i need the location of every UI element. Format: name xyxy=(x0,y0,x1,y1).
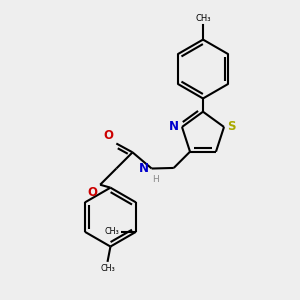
Text: H: H xyxy=(152,175,158,184)
Text: N: N xyxy=(139,162,149,175)
Text: O: O xyxy=(87,186,97,199)
Text: N: N xyxy=(169,121,179,134)
Text: S: S xyxy=(227,120,236,133)
Text: CH₃: CH₃ xyxy=(100,264,115,273)
Text: CH₃: CH₃ xyxy=(195,14,211,23)
Text: O: O xyxy=(103,129,113,142)
Text: CH₃: CH₃ xyxy=(104,227,119,236)
